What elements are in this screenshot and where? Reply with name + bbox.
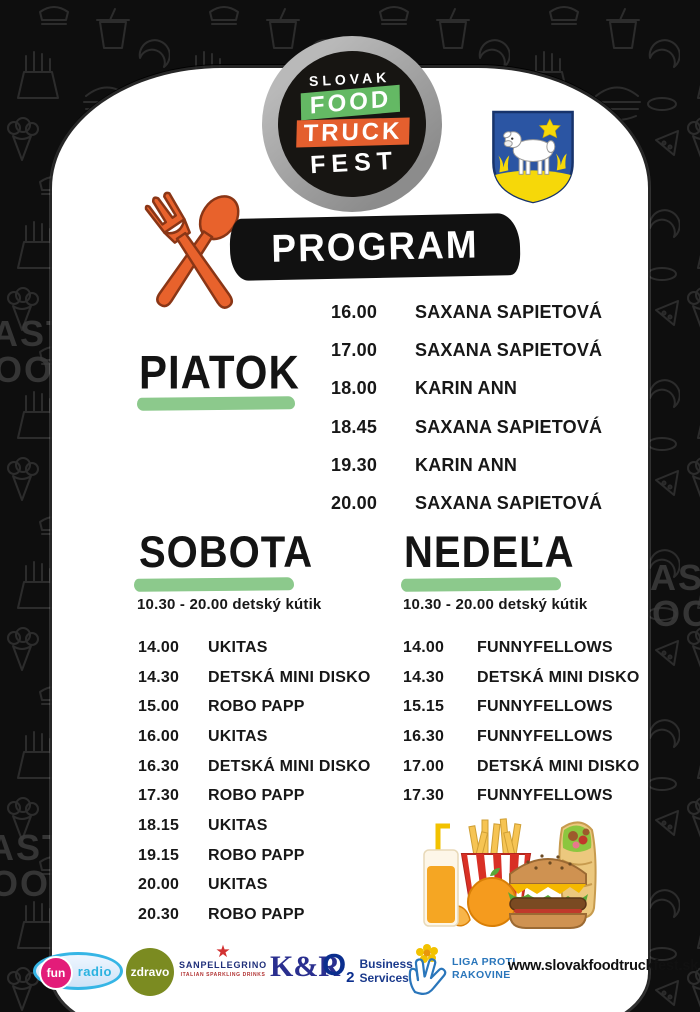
- schedule-time: 14.00: [138, 638, 180, 656]
- coat-of-arms-icon: [492, 110, 574, 204]
- kids-corner-saturday: 10.30 - 20.00 detský kútik: [137, 596, 322, 613]
- fork-spoon-icon: [144, 191, 240, 309]
- schedule-performer: SAXANA SAPIETOVÁ: [415, 339, 603, 360]
- schedule-performer: FUNNYFELLOWS: [477, 727, 613, 745]
- schedule-performer: FUNNYFELLOWS: [477, 787, 613, 805]
- logo-word-food: FOOD: [301, 84, 401, 120]
- schedule-performer: UKITAS: [208, 638, 268, 656]
- sanpellegrino-name: SANPELLEGRINO: [179, 960, 267, 970]
- schedule-performer: UKITAS: [208, 876, 268, 894]
- schedule-performer: SAXANA SAPIETOVÁ: [415, 416, 603, 437]
- fast-food-illustration: [423, 818, 597, 929]
- schedule-time: 19.15: [138, 846, 180, 864]
- program-banner: PROGRAM: [229, 212, 521, 282]
- schedule-performer: SAXANA SAPIETOVÁ: [415, 301, 603, 322]
- day-title-friday: PIATOK: [139, 346, 300, 399]
- schedule-performer: ROBO PAPP: [208, 906, 305, 924]
- zdravo-logo: zdravo: [126, 948, 174, 996]
- o2-services-label: Business Services: [359, 956, 413, 985]
- schedule-saturday: 14.00 UKITAS 14.30 DETSKÁ MINI DISKO 15.…: [138, 633, 371, 930]
- sponsor-bar: fun radio zdravo ★ SANPELLEGRINO ITALIAN…: [0, 942, 700, 998]
- schedule-performer: UKITAS: [208, 816, 268, 834]
- schedule-time: 20.00: [138, 876, 180, 894]
- festival-logo-inner: SLOVAK FOOD TRUCK FEST: [274, 47, 430, 201]
- green-brush-underline: [136, 396, 296, 411]
- liga-proti-rakovine-logo: LIGA PROTI RAKOVINE: [405, 942, 516, 996]
- o2-symbol: O2: [322, 947, 355, 987]
- schedule-performer: UKITAS: [208, 727, 268, 745]
- schedule-performer: FUNNYFELLOWS: [477, 698, 613, 716]
- schedule-time: 17.00: [331, 339, 378, 360]
- funradio-radio-label: radio: [77, 963, 112, 979]
- schedule-performer: DETSKÁ MINI DISKO: [208, 757, 371, 775]
- schedule-time: 17.30: [403, 787, 445, 805]
- schedule-performer: ROBO PAPP: [208, 698, 305, 716]
- schedule-time: 18.15: [138, 816, 180, 834]
- schedule-time: 16.30: [138, 757, 180, 775]
- day-title-sunday: NEDEĽA: [404, 528, 575, 578]
- program-title: PROGRAM: [270, 222, 480, 271]
- schedule-time: 15.15: [403, 698, 445, 716]
- schedule-performer: DETSKÁ MINI DISKO: [208, 668, 371, 686]
- schedule-time: 16.00: [138, 727, 180, 745]
- festival-logo: SLOVAK FOOD TRUCK FEST: [262, 36, 442, 212]
- schedule-time: 20.30: [138, 906, 180, 924]
- sanpellegrino-subtitle: ITALIAN SPARKLING DRINKS: [180, 971, 266, 978]
- day-title-saturday: SOBOTA: [139, 528, 314, 578]
- kids-corner-sunday: 10.30 - 20.00 detský kútik: [403, 596, 588, 613]
- sanpellegrino-logo: ★ SANPELLEGRINO ITALIAN SPARKLING DRINKS: [179, 942, 267, 978]
- kr-label: K&R: [270, 950, 340, 983]
- schedule-performer: ROBO PAPP: [208, 787, 305, 805]
- o2-logo: O2 Business Services: [322, 947, 413, 993]
- schedule-performer: SAXANA SAPIETOVÁ: [415, 493, 603, 514]
- schedule-friday: 16.00 SAXANA SAPIETOVÁ 17.00 SAXANA SAPI…: [331, 293, 602, 523]
- funradio-fun-badge: fun: [39, 956, 73, 990]
- schedule-time: 15.00: [138, 698, 180, 716]
- sanpellegrino-star-icon: ★: [215, 942, 231, 961]
- schedule-performer: DETSKÁ MINI DISKO: [477, 757, 640, 775]
- logo-word-fest: FEST: [309, 146, 399, 179]
- logo-word-truck: TRUCK: [295, 116, 410, 147]
- schedule-performer: ROBO PAPP: [208, 846, 305, 864]
- schedule-time: 14.30: [138, 668, 180, 686]
- schedule-time: 14.30: [403, 668, 445, 686]
- hand-with-daffodil-icon: [408, 944, 447, 995]
- schedule-performer: KARIN ANN: [415, 378, 518, 399]
- schedule-time: 20.00: [331, 493, 378, 514]
- green-brush-underline: [133, 577, 295, 592]
- schedule-time: 14.00: [403, 638, 445, 656]
- liga-label: LIGA PROTI RAKOVINE: [452, 955, 516, 981]
- schedule-performer: DETSKÁ MINI DISKO: [477, 668, 640, 686]
- schedule-performer: FUNNYFELLOWS: [477, 638, 613, 656]
- kr-logo: K&R: [270, 950, 340, 984]
- schedule-sunday: 14.00 FUNNYFELLOWS 14.30 DETSKÁ MINI DIS…: [403, 633, 640, 811]
- schedule-time: 19.30: [331, 454, 378, 475]
- schedule-time: 18.45: [331, 416, 378, 437]
- schedule-time: 18.00: [331, 378, 378, 399]
- schedule-time: 17.00: [403, 757, 445, 775]
- schedule-performer: KARIN ANN: [415, 454, 518, 475]
- website-url: www.slovakfoodtruckfest.sk: [508, 958, 699, 974]
- schedule-time: 16.30: [403, 727, 445, 745]
- green-brush-underline: [400, 577, 562, 592]
- schedule-time: 17.30: [138, 787, 180, 805]
- schedule-time: 16.00: [331, 301, 378, 322]
- funradio-logo: fun radio: [33, 952, 123, 990]
